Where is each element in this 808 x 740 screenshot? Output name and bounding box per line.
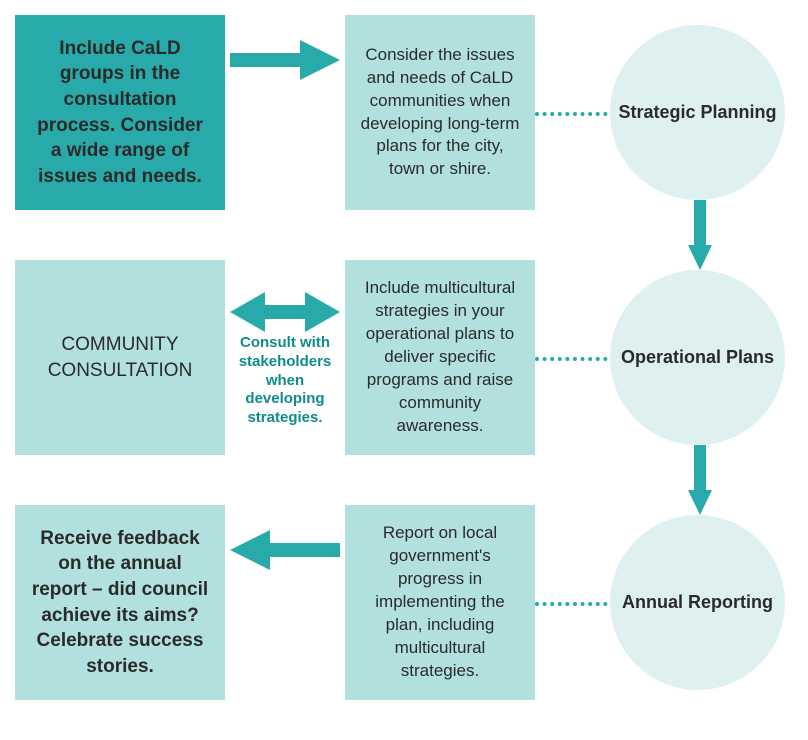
- mid-box-2-text: Include multicultural strategies in your…: [359, 277, 521, 438]
- mid-box-3-text: Report on local government's progress in…: [359, 522, 521, 683]
- left-box-3: Receive feedback on the annual report – …: [15, 505, 225, 700]
- left-box-3-text: Receive feedback on the annual report – …: [31, 526, 209, 680]
- circle-2-text: Operational Plans: [621, 346, 774, 369]
- dotted-connector-3: [535, 602, 615, 606]
- mid-box-1: Consider the issues and needs of CaLD co…: [345, 15, 535, 210]
- dotted-connector-2: [535, 357, 615, 361]
- left-box-1-text: Include CaLD groups in the consultation …: [31, 36, 209, 190]
- arrow-label-row2-text: Consult with stakeholders when developin…: [239, 334, 332, 426]
- arrow-left-row3: [230, 530, 340, 570]
- flow-diagram: Include CaLD groups in the consultation …: [0, 0, 808, 740]
- left-box-2-text: COMMUNITY CONSULTATION: [31, 332, 209, 383]
- arrow-down-2: [688, 445, 712, 515]
- dotted-connector-1: [535, 112, 615, 116]
- left-box-2: COMMUNITY CONSULTATION: [15, 260, 225, 455]
- circle-1-text: Strategic Planning: [618, 101, 776, 124]
- circle-3: Annual Reporting: [610, 515, 785, 690]
- arrow-both-row2: [230, 292, 340, 332]
- mid-box-3: Report on local government's progress in…: [345, 505, 535, 700]
- mid-box-2: Include multicultural strategies in your…: [345, 260, 535, 455]
- circle-1: Strategic Planning: [610, 25, 785, 200]
- left-box-1: Include CaLD groups in the consultation …: [15, 15, 225, 210]
- arrow-right-row1: [230, 40, 340, 80]
- mid-box-1-text: Consider the issues and needs of CaLD co…: [359, 44, 521, 182]
- arrow-down-1: [688, 200, 712, 270]
- circle-3-text: Annual Reporting: [622, 591, 773, 614]
- arrow-label-row2: Consult with stakeholders when developin…: [228, 334, 342, 428]
- circle-2: Operational Plans: [610, 270, 785, 445]
